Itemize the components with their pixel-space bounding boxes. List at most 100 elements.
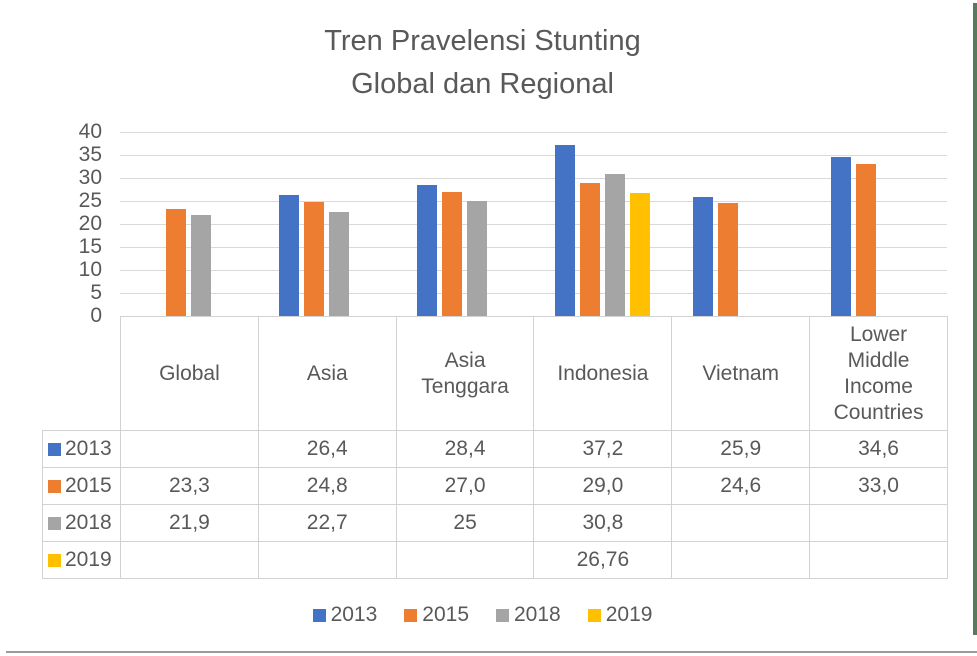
y-axis-tick-label: 5 [90,281,102,304]
series-label-2019: 2019 [42,541,121,579]
frame-bottom-border [6,651,977,653]
gridline [120,247,947,248]
table-value-2013-indonesia: 37,2 [533,430,673,468]
window-edge-strip [973,3,977,635]
series-label-2013: 2013 [42,430,121,468]
chart-title-line1: Tren Pravelensi Stunting [324,25,641,57]
y-axis-tick-label: 40 [78,120,102,143]
table-value-2013-asia-tenggara: 28,4 [395,430,535,468]
bar-2018-asia [329,211,350,316]
bar-2013-indonesia [554,144,575,316]
table-value-2015-asia: 24,8 [257,467,397,505]
table-value-2015-lower-middle-income-countries: 33,0 [809,467,948,505]
series-label-2018: 2018 [42,504,121,542]
table-header-vietnam: Vietnam [671,316,811,431]
table-corner-cell [43,317,121,431]
table-header-indonesia: Indonesia [533,316,673,431]
bar-2015-lower-middle-income-countries [855,164,876,316]
legend-item-2019: 2019 [587,603,653,627]
data-table-grid: Global Asia Asia Tenggara Indonesia Vietnam L… [42,316,948,579]
bar-group-asia [258,132,396,316]
table-value-2018-global: 21,9 [120,504,259,542]
table-value-2015-vietnam: 24,6 [671,467,811,505]
table-value-2019-indonesia: 26,76 [533,541,673,579]
bar-2018-asia-tenggara [467,201,488,316]
table-value-2018-vietnam [671,504,811,542]
bar-group-indonesia [534,132,672,316]
legend-item-2015: 2015 [404,603,469,627]
table-header-asia-tenggara: Asia Tenggara [395,316,535,431]
bar-2019-indonesia [629,192,650,316]
bar-group-asia-tenggara [396,132,534,316]
series-label-2015: 2015 [42,467,121,505]
table-value-2013-asia: 26,4 [257,430,397,468]
legend-label: 2018 [514,603,561,626]
y-axis-tick-label: 25 [78,189,102,212]
table-value-2019-lower-middle-income-countries [809,541,948,579]
table-header-global: Global [120,316,259,431]
plot-area [120,132,947,316]
gridline [120,132,947,133]
table-value-2015-indonesia: 29,0 [533,467,673,505]
legend: 2013 2015 2018 2019 [0,598,965,632]
legend-swatch-icon [587,608,601,622]
y-axis-tick-label: 30 [78,166,102,189]
bar-2015-indonesia [579,182,600,316]
legend-label: 2013 [330,603,378,626]
legend-label: 2019 [605,603,653,626]
table-value-2018-asia-tenggara: 25 [395,504,535,542]
series-swatch-icon [48,517,61,530]
bar-2013-vietnam [692,196,713,316]
table-header-lower-middle-income-countries: Lower Middle Income Countries [809,316,948,431]
y-axis-tick-label: 15 [78,235,102,258]
table-value-2019-asia [257,541,397,579]
bar-2015-global [166,208,187,316]
table-row-2019: 2019 26,76 [42,541,948,579]
gridline [120,270,947,271]
data-table: Global Asia Asia Tenggara Indonesia Vietnam L… [42,316,948,579]
table-value-2018-lower-middle-income-countries [809,504,948,542]
table-value-2015-asia-tenggara: 27,0 [395,467,535,505]
table-value-2018-asia: 22,7 [257,504,397,542]
series-swatch-icon [48,554,61,567]
bar-2018-indonesia [604,174,625,316]
series-swatch-icon [48,480,61,493]
legend-label: 2015 [422,603,469,626]
gridline [120,224,947,225]
legend-swatch-icon [404,608,418,622]
table-value-2018-indonesia: 30,8 [533,504,673,542]
bar-group-vietnam [671,132,809,316]
table-row-2015: 2015 23,3 24,8 27,0 29,0 24,6 33,0 [42,467,948,505]
legend-swatch-icon [496,608,509,622]
bar-group-lower-middle-income-countries [809,132,947,316]
legend-item-2013: 2013 [312,603,378,627]
bar-2015-asia [304,201,325,316]
table-value-2019-global [120,541,259,579]
bar-2018-global [191,215,212,316]
y-axis-tick-label: 20 [78,212,102,235]
y-axis-tick-label: 35 [78,143,102,166]
gridline [120,201,947,202]
bar-2015-asia-tenggara [442,191,463,316]
table-row-2013: 2013 26,4 28,4 37,2 25,9 34,6 [42,430,948,468]
table-value-2015-global: 23,3 [120,467,259,505]
gridline [120,178,947,179]
legend-swatch-icon [312,608,326,622]
legend-item-2018: 2018 [496,603,561,627]
chart-title: Tren Pravelensi Stunting Global dan Regi… [0,20,965,106]
bar-2013-lower-middle-income-countries [830,156,851,316]
bar-2015-vietnam [717,202,738,316]
table-header-asia: Asia [257,316,397,431]
table-value-2019-vietnam [671,541,811,579]
chart-title-line2: Global dan Regional [351,68,614,100]
series-swatch-icon [48,443,61,456]
y-axis-tick-label: 10 [78,258,102,281]
table-row-2018: 2018 21,9 22,7 25 30,8 [42,504,948,542]
y-axis-tick-label: 0 [90,304,102,327]
gridline [120,293,947,294]
table-value-2013-lower-middle-income-countries: 34,6 [809,430,948,468]
table-value-2013-vietnam: 25,9 [671,430,811,468]
bar-2013-asia [279,194,300,316]
gridline [120,155,947,156]
